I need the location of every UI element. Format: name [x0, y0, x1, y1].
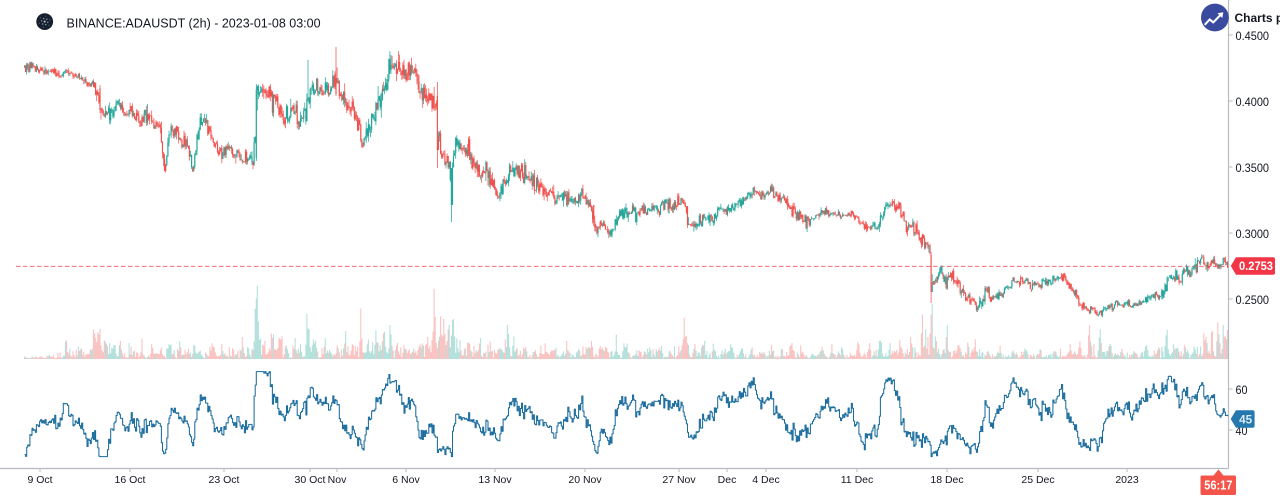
svg-text:6 Nov: 6 Nov: [392, 474, 420, 486]
svg-text:0.3000: 0.3000: [1236, 227, 1270, 241]
svg-text:18 Dec: 18 Dec: [930, 474, 963, 486]
svg-text:56:17: 56:17: [1204, 479, 1232, 493]
svg-text:0.4000: 0.4000: [1236, 95, 1270, 109]
svg-text:0.2753: 0.2753: [1239, 261, 1273, 273]
svg-text:23 Oct: 23 Oct: [209, 474, 240, 486]
svg-text:45: 45: [1239, 414, 1253, 426]
svg-text:13 Nov: 13 Nov: [478, 474, 512, 486]
svg-text:Charts powered by TradingView: Charts powered by TradingView: [1235, 11, 1280, 25]
svg-text:11 Dec: 11 Dec: [841, 474, 874, 486]
svg-text:4 Dec: 4 Dec: [752, 474, 779, 486]
svg-text:30 Oct: 30 Oct: [295, 474, 326, 486]
svg-text:60: 60: [1236, 383, 1248, 397]
svg-text:0.2500: 0.2500: [1236, 293, 1270, 307]
svg-text:Dec: Dec: [718, 474, 737, 486]
svg-text:0.4500: 0.4500: [1236, 29, 1270, 43]
svg-text:2023: 2023: [1115, 474, 1139, 486]
svg-text:9 Oct: 9 Oct: [27, 474, 52, 486]
svg-text:25 Dec: 25 Dec: [1021, 474, 1054, 486]
svg-text:Nov: Nov: [328, 474, 347, 486]
svg-text:20 Nov: 20 Nov: [568, 474, 602, 486]
svg-text:BINANCE:ADAUSDT (2h) - 2023-01: BINANCE:ADAUSDT (2h) - 2023-01-08 03:00: [67, 17, 321, 31]
svg-text:0.3500: 0.3500: [1236, 161, 1270, 175]
svg-text:16 Oct: 16 Oct: [115, 474, 146, 486]
svg-text:27 Nov: 27 Nov: [662, 474, 696, 486]
